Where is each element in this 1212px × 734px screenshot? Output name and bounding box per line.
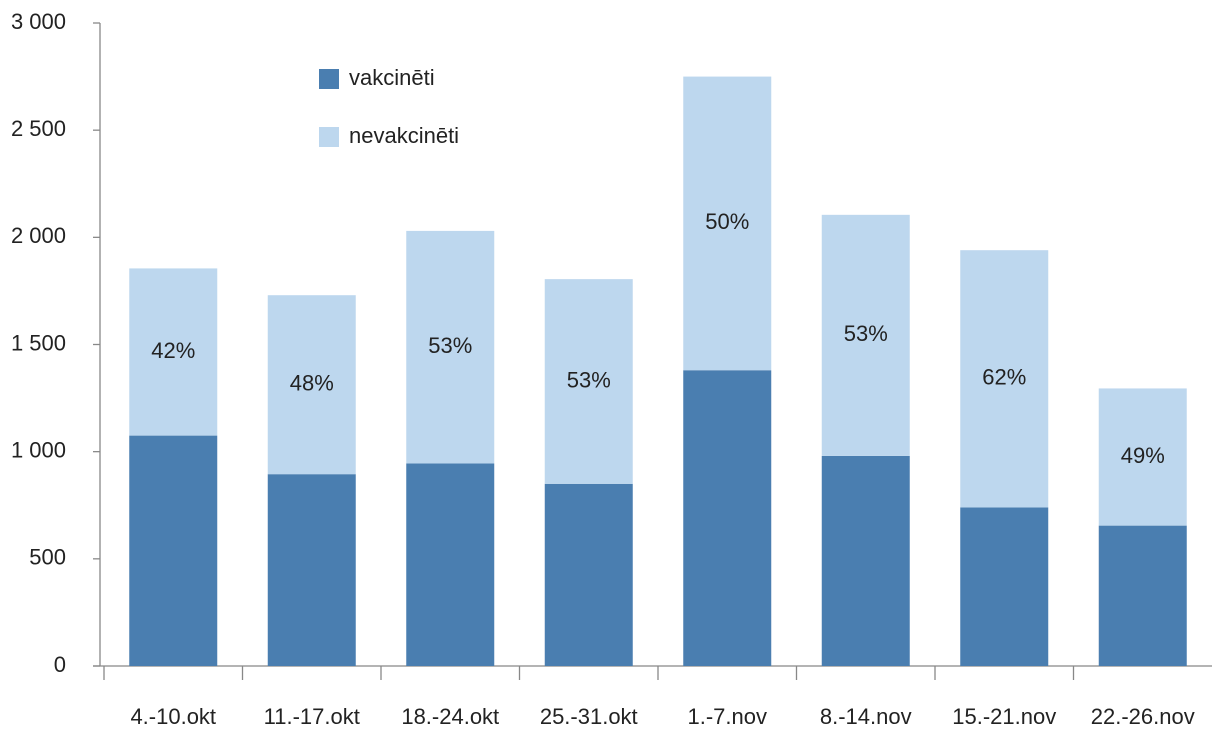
y-tick-label: 3 000 <box>11 9 66 34</box>
bar-segment <box>1098 388 1187 526</box>
bar-segment <box>821 455 910 666</box>
bar-segment <box>544 279 633 484</box>
share-label: 53% <box>567 367 611 392</box>
bar-segment <box>129 268 218 436</box>
share-label: 48% <box>290 371 334 396</box>
y-tick-label: 1 500 <box>11 330 66 355</box>
legend-swatch <box>319 69 339 89</box>
x-tick-label: 22.-26.nov <box>1091 704 1195 729</box>
bar-segment <box>960 507 1049 666</box>
x-tick-label: 4.-10.okt <box>130 704 216 729</box>
share-label: 53% <box>428 333 472 358</box>
share-label: 53% <box>844 321 888 346</box>
bar-segment <box>406 230 495 464</box>
share-label: 50% <box>705 209 749 234</box>
y-tick-label: 2 500 <box>11 116 66 141</box>
bar-segment <box>267 474 356 666</box>
bar-segment <box>683 370 772 666</box>
y-tick-label: 1 000 <box>11 437 66 462</box>
y-tick-label: 0 <box>54 652 66 677</box>
x-tick-label: 25.-31.okt <box>540 704 638 729</box>
x-tick-label: 15.-21.nov <box>952 704 1056 729</box>
legend-label: vakcinēti <box>349 65 435 90</box>
x-tick-label: 1.-7.nov <box>688 704 768 729</box>
bar-segment <box>683 76 772 371</box>
x-tick-label: 11.-17.okt <box>264 704 360 729</box>
x-tick-label: 8.-14.nov <box>820 704 912 729</box>
bar-segment <box>267 295 356 475</box>
legend-label: nevakcinēti <box>349 123 459 148</box>
bar-segment <box>544 483 633 666</box>
share-label: 42% <box>151 338 195 363</box>
legend-swatch <box>319 127 339 147</box>
bar-segment <box>129 435 218 666</box>
share-label: 62% <box>982 365 1026 390</box>
x-tick-label: 18.-24.okt <box>401 704 499 729</box>
share-label: 49% <box>1121 443 1165 468</box>
bar-segment <box>406 463 495 666</box>
bar-segment <box>821 214 910 456</box>
y-tick-label: 2 000 <box>11 223 66 248</box>
bar-segment <box>1098 525 1187 666</box>
bar-segment <box>960 250 1049 508</box>
y-tick-label: 500 <box>29 545 66 570</box>
